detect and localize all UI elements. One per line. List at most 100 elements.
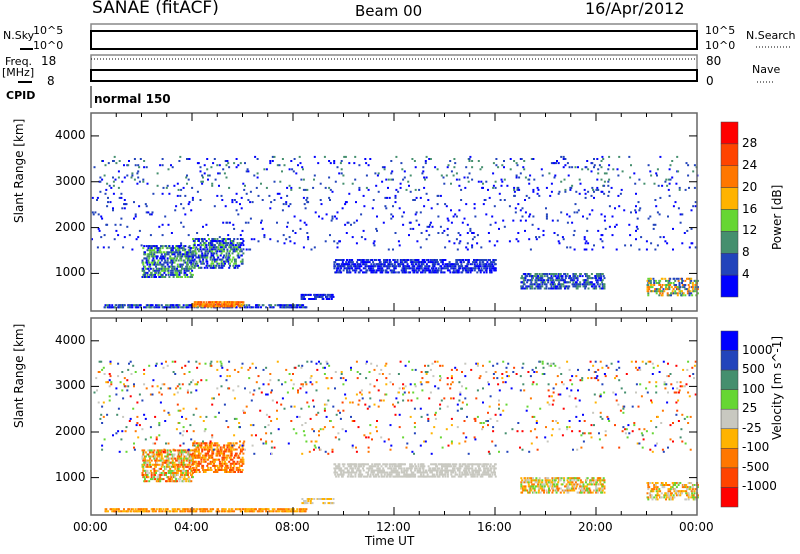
echo-cell	[341, 265, 343, 268]
echo-cell	[688, 246, 691, 249]
echo-cell	[245, 192, 248, 195]
echo-cell	[645, 248, 648, 251]
colorbar-swatch	[720, 253, 739, 276]
echo-cell	[579, 182, 582, 185]
echo-cell	[303, 203, 306, 206]
echo-cell	[185, 480, 188, 483]
echo-cell	[167, 269, 170, 272]
echo-cell	[149, 267, 152, 270]
echo-cell	[226, 221, 229, 224]
echo-cell	[441, 263, 444, 266]
echo-cell	[471, 244, 474, 247]
echo-cell	[561, 275, 564, 278]
echo-cell	[240, 196, 243, 199]
echo-cell	[387, 271, 390, 274]
echo-cell	[552, 273, 555, 275]
echo-cell	[564, 277, 567, 280]
echo-cell	[459, 267, 462, 270]
echo-cell	[668, 182, 671, 185]
echo-cell	[659, 196, 662, 199]
echo-cell	[466, 176, 469, 179]
echo-cell	[463, 176, 466, 179]
echo-cell	[531, 279, 534, 282]
echo-cell	[163, 251, 166, 254]
echo-cell	[524, 229, 526, 232]
echo-cell	[471, 269, 474, 272]
echo-cell	[487, 188, 489, 191]
echo-cell	[196, 450, 199, 453]
echo-cell	[205, 246, 208, 249]
echo-cell	[159, 457, 162, 460]
echo-cell	[545, 285, 548, 288]
echo-cell	[340, 160, 343, 162]
echo-cell	[638, 209, 641, 212]
echo-cell	[432, 271, 435, 274]
echo-cell	[614, 225, 616, 228]
echo-cell	[215, 246, 218, 249]
echo-cell	[355, 463, 358, 466]
echo-cell	[152, 267, 155, 270]
echo-cell	[552, 287, 555, 290]
echo-cell	[272, 306, 275, 309]
echo-cell	[131, 174, 134, 177]
echo-cell	[146, 469, 149, 472]
colorbar-swatch	[720, 274, 739, 298]
echo-cell	[96, 199, 98, 201]
echo-cell	[234, 262, 237, 265]
echo-cell	[467, 271, 470, 274]
echo-cell	[585, 248, 588, 251]
echo-cell	[239, 238, 242, 240]
echo-cell	[245, 170, 248, 173]
echo-cell	[150, 474, 153, 476]
echo-cell	[117, 508, 120, 511]
echo-cell	[162, 469, 165, 472]
echo-cell	[218, 266, 221, 269]
echo-cell	[213, 260, 216, 263]
echo-cell	[159, 261, 162, 264]
echo-cell	[583, 188, 586, 191]
echo-cell	[569, 281, 571, 284]
echo-cell	[201, 238, 204, 240]
echo-cell	[225, 176, 228, 179]
echo-cell	[107, 196, 109, 199]
echo-cell	[468, 158, 471, 160]
echo-cell	[310, 248, 313, 251]
echo-cell	[518, 188, 521, 191]
echo-cell	[688, 292, 691, 295]
echo-cell	[253, 238, 256, 241]
echo-cell	[362, 263, 365, 266]
echo-cell	[263, 168, 266, 171]
echo-cell	[356, 265, 359, 268]
echo-cell	[433, 473, 436, 476]
echo-cell	[138, 205, 141, 208]
echo-cell	[648, 288, 651, 291]
echo-cell	[404, 463, 406, 466]
echo-cell	[241, 446, 244, 449]
echo-cell	[232, 471, 235, 473]
echo-cell	[245, 248, 248, 251]
echo-cell	[603, 215, 606, 218]
echo-cell	[384, 196, 387, 199]
echo-cell	[302, 168, 304, 171]
echo-cell	[354, 155, 357, 158]
echo-cell	[184, 253, 187, 256]
echo-cell	[142, 267, 145, 270]
echo-cell	[168, 469, 171, 472]
echo-cell	[340, 168, 343, 171]
echo-cell	[439, 471, 442, 474]
echo-cell	[543, 283, 546, 286]
echo-cell	[170, 263, 173, 266]
echo-cell	[171, 253, 174, 256]
echo-cell	[521, 285, 524, 288]
echo-cell	[454, 213, 457, 216]
echo-cell	[144, 203, 147, 206]
echo-cell	[555, 162, 558, 165]
echo-cell	[197, 446, 199, 449]
echo-cell	[342, 465, 345, 468]
echo-cell	[462, 259, 464, 261]
echo-cell	[404, 259, 407, 261]
echo-cell	[600, 166, 603, 169]
echo-cell	[355, 465, 358, 468]
echo-cell	[686, 288, 688, 291]
echo-cell	[342, 473, 345, 476]
